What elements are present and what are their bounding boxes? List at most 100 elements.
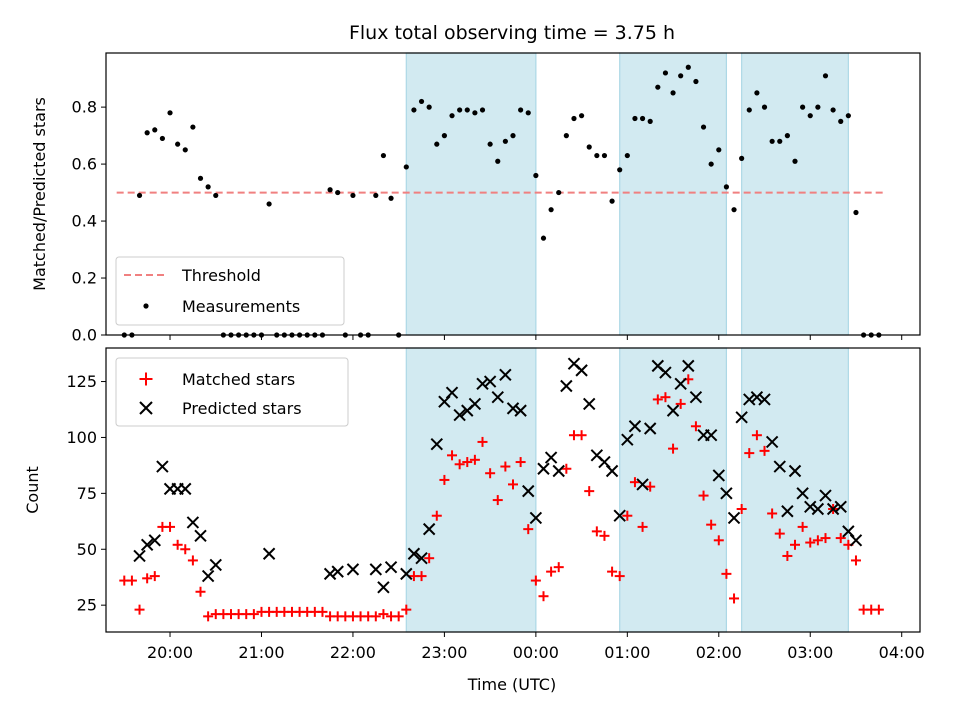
matched-stars-point [538,591,549,602]
matched-stars-point [401,604,412,615]
shaded-region [405,52,537,336]
measurement-point [327,187,333,193]
predicted-stars-point [346,563,360,576]
x-tick-label: 21:00 [238,643,284,662]
shaded-region [619,52,728,336]
measurement-point [815,104,821,110]
predicted-stars-point [750,390,764,404]
predicted-stars-point [377,581,390,594]
ratio-panel: 0.00.20.40.60.8 Matched/Predicted stars … [30,52,921,345]
measurement-point [510,133,516,139]
measurement-point [159,135,166,142]
measurement-point [426,104,432,110]
predicted-stars-point [552,464,565,478]
measurement-point [693,78,699,85]
matched-stars-point [698,490,709,501]
predicted-stars-point [544,451,558,464]
predicted-stars-point [674,377,687,390]
measurement-point [556,189,562,196]
predicted-stars-point [468,397,482,411]
matched-stars-point [515,457,526,468]
measurement-point [784,133,790,139]
legend-predicted-label: Predicted stars [182,399,302,418]
measurement-point [449,113,455,119]
measurement-point [708,161,714,167]
predicted-stars-point [765,435,779,449]
predicted-stars-point [613,509,626,522]
matched-stars-point [614,571,625,582]
measurement-point [777,138,783,144]
matched-stars-point [729,593,740,604]
matched-stars-point [142,573,153,584]
matched-stars-point [317,606,328,617]
measurement-point [441,133,448,139]
measurement-point [388,195,394,201]
x-tick-label: 00:00 [513,643,559,662]
predicted-stars-point [811,502,825,516]
predicted-stars-point [583,397,596,411]
count-legend-box [115,357,349,427]
matched-stars-point [721,568,732,579]
predicted-stars-point [826,502,840,516]
matched-stars-point [736,504,747,515]
matched-stars-point [553,562,564,573]
matched-stars-point [584,486,595,497]
predicted-stars-point [201,569,215,583]
matched-stars-point [477,436,488,447]
predicted-stars-point [621,433,634,446]
measurement-point [167,110,173,116]
matched-stars-point [660,392,671,403]
matched-stars-point [370,611,381,622]
predicted-stars-point [483,375,497,388]
predicted-stars-point [194,529,207,543]
x-tick-label: 20:00 [147,643,193,662]
predicted-stars-point [133,549,146,563]
y-tick-label: 75 [77,484,97,503]
x-axis-label: Time (UTC) [467,675,556,694]
measurement-point [213,192,219,199]
measurement-point [609,198,615,204]
predicted-stars-point [476,377,489,390]
matched-stars-point [195,586,206,597]
measurement-point [822,73,829,79]
shaded-region [741,347,849,633]
measurement-point [830,107,836,113]
predicted-stars-point [407,547,421,560]
matched-stars-point [149,571,160,582]
shaded-region [405,347,537,633]
measurement-point [571,115,577,122]
matched-stars-point [378,609,389,620]
y-tick-label: 50 [77,540,97,559]
predicted-stars-point [400,567,413,581]
measurement-point [655,84,661,90]
predicted-stars-point [445,386,459,399]
predicted-stars-point [415,551,428,565]
matched-stars-point [393,611,404,622]
matched-stars-point [629,477,640,488]
matched-stars-point [180,544,191,555]
count-panel: 25 50 75 100 125 20:00 21:00 22:00 23:00 00:00 01… [23,347,925,694]
matched-stars-point [248,609,259,620]
ratio-shaded-regions [405,52,849,336]
measurement-point [578,113,585,119]
measurement-point [380,152,387,159]
matched-stars-point [675,398,686,409]
predicted-stars-point [773,460,786,473]
measurement-point [418,98,425,105]
y-tick-label: 0.8 [72,98,97,117]
predicted-stars-point [743,393,756,406]
measurement-point [746,107,752,113]
matched-stars-point [835,533,846,544]
x-tick-label: 04:00 [879,643,925,662]
measurement-point [144,130,150,136]
predicted-stars-point [499,368,512,382]
y-tick-label: 0.0 [72,326,97,345]
matched-stars-point [713,535,724,546]
matched-stars-point [469,454,480,465]
matched-stars-point [759,445,770,456]
matched-stars-point [812,535,823,546]
measurement-point [205,184,211,190]
measurement-point [434,141,440,147]
measurement-point [411,107,417,113]
predicted-stars-point [727,511,741,525]
